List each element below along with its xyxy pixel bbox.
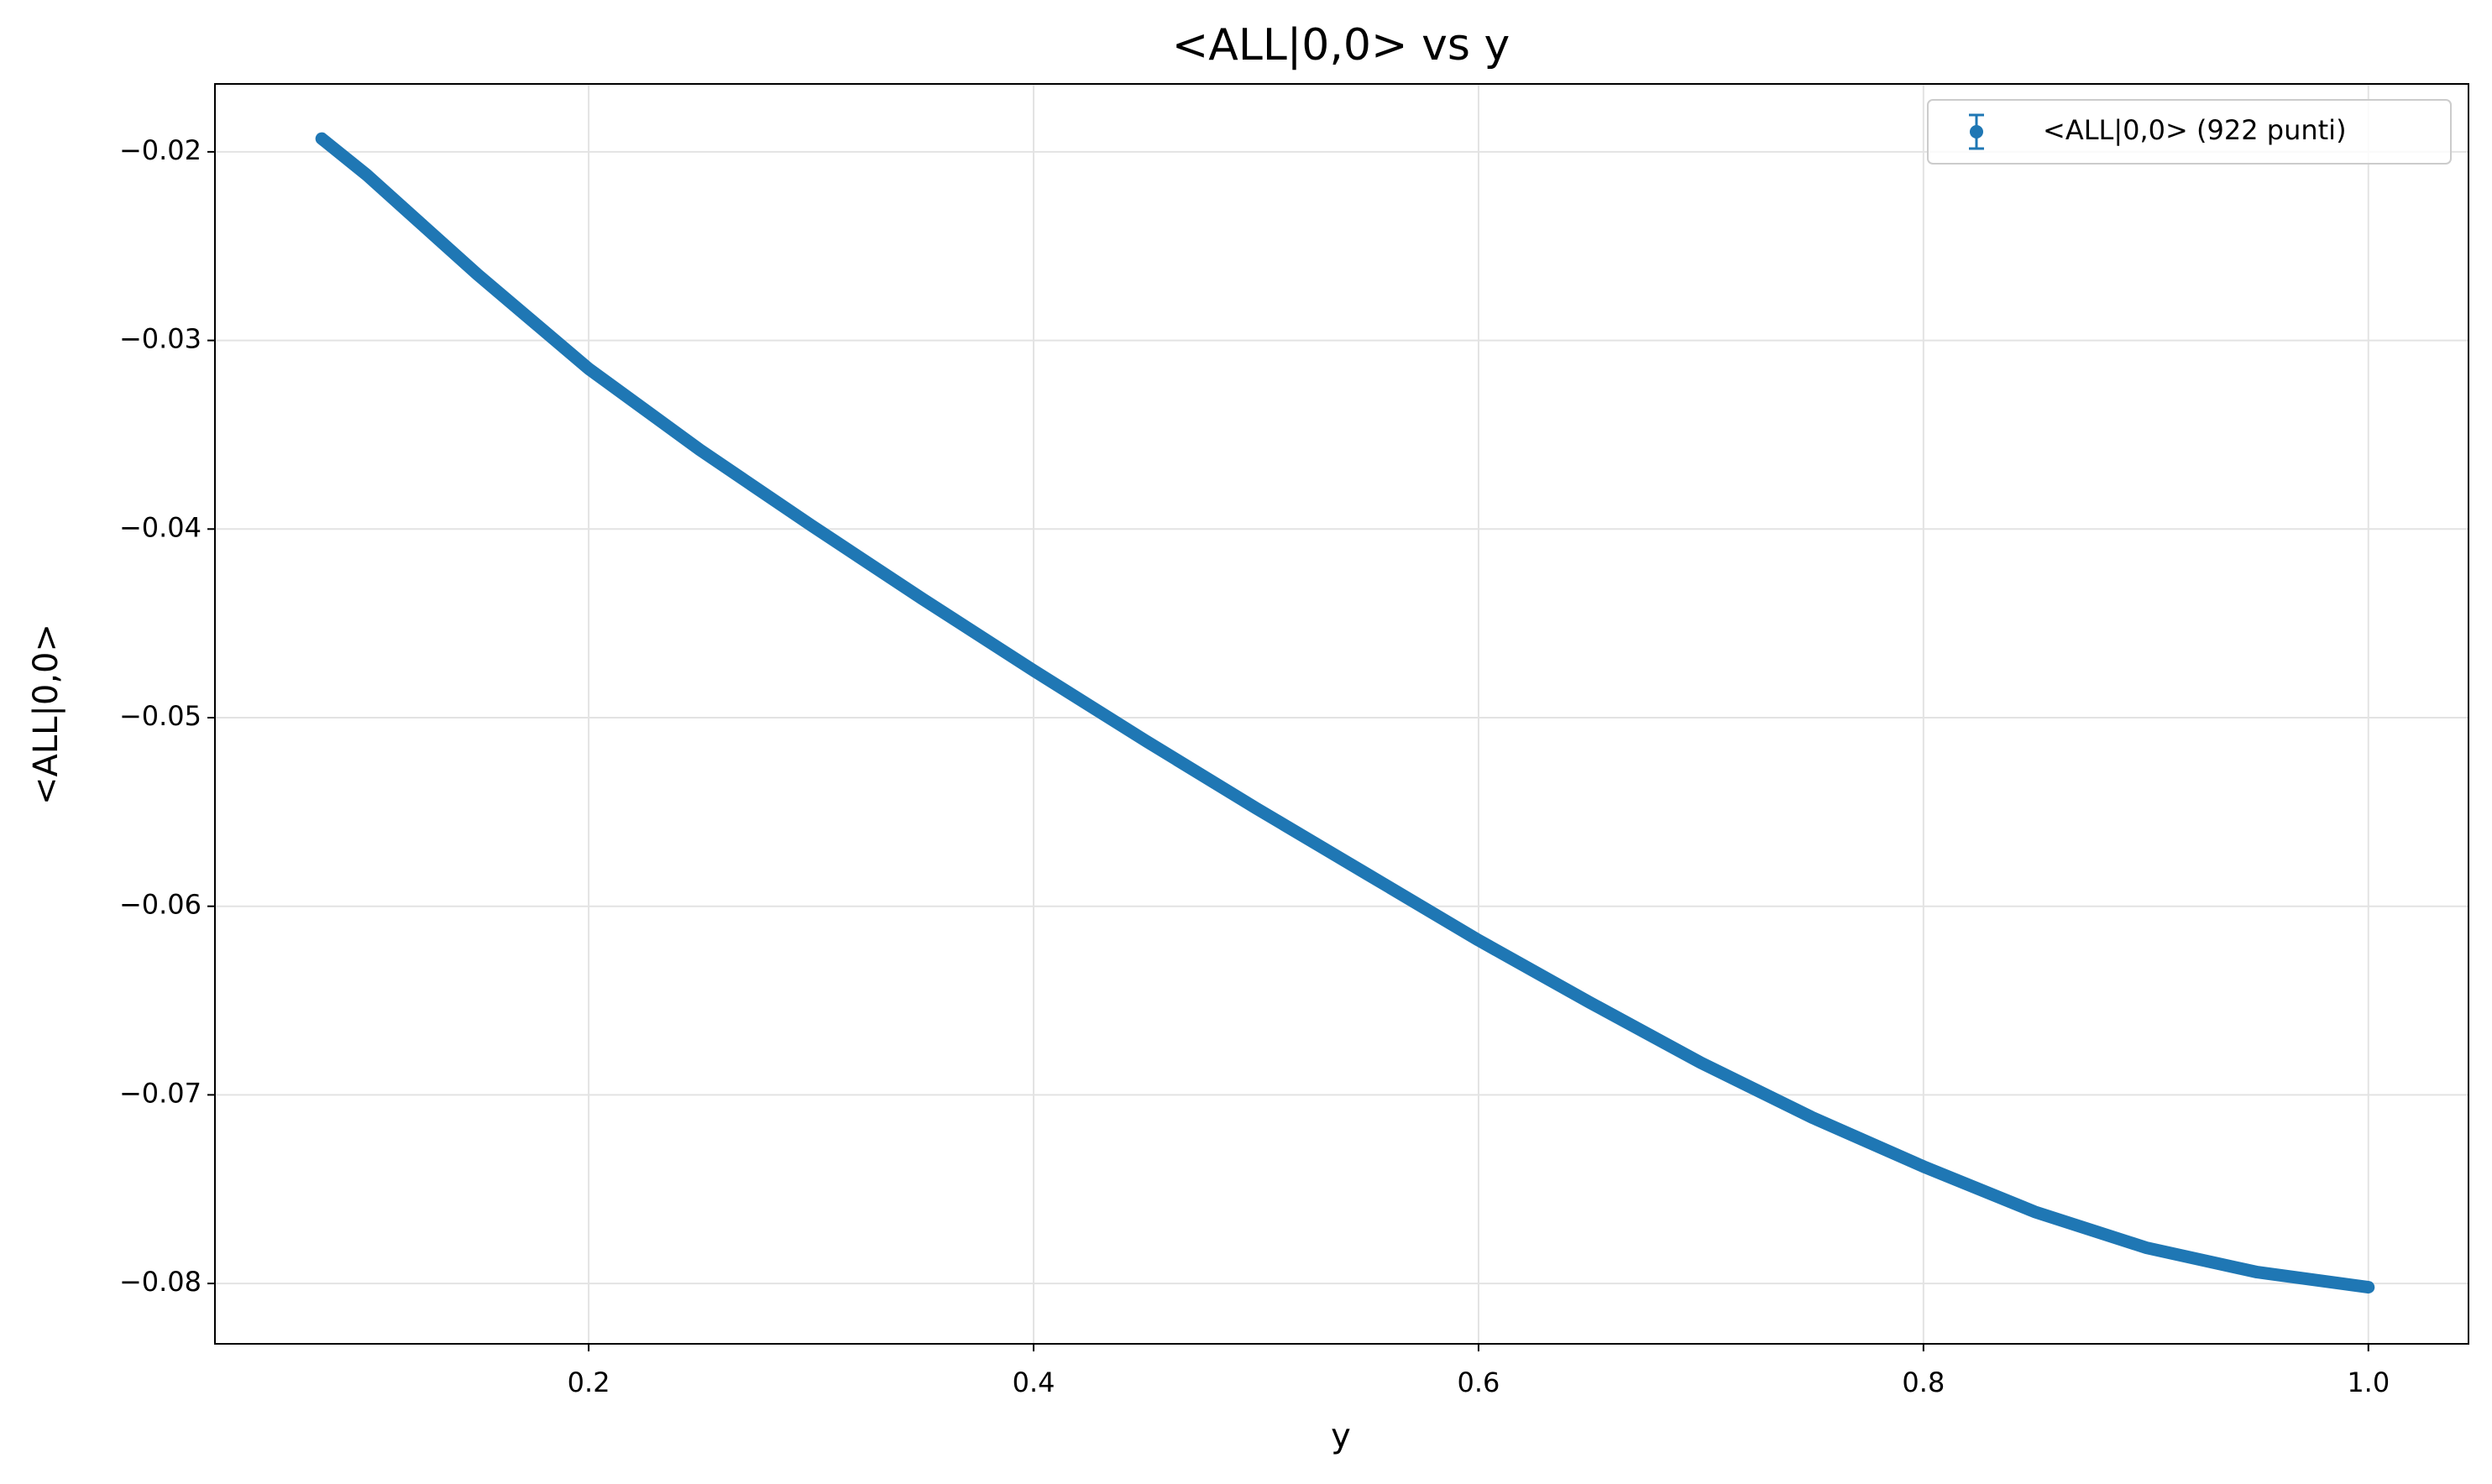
x-tick-label: 0.6 (1458, 1366, 1500, 1398)
y-tick-label: −0.08 (119, 1266, 202, 1298)
plot-frame (214, 83, 2469, 1345)
y-axis-label: <ALL|0,0> (27, 624, 65, 805)
y-tick-label: −0.04 (119, 511, 202, 543)
legend-box (1927, 99, 2452, 165)
x-tick-label: 0.2 (568, 1366, 610, 1398)
legend-label: <ALL|0,0> (922 punti) (2043, 114, 2347, 146)
chart-title: <ALL|0,0> vs y (1172, 20, 1510, 71)
data-line (315, 132, 2375, 1294)
x-axis-label: y (1331, 1417, 1351, 1455)
y-tick-label: −0.02 (119, 134, 202, 166)
y-tick-label: −0.05 (119, 700, 202, 732)
y-tick-label: −0.07 (119, 1077, 202, 1109)
y-tick-label: −0.06 (119, 889, 202, 921)
y-tick-label: −0.03 (119, 323, 202, 355)
x-tick-label: 0.4 (1013, 1366, 1055, 1398)
x-tick-label: 0.8 (1902, 1366, 1945, 1398)
x-tick-label: 1.0 (2347, 1366, 2390, 1398)
legend-marker (1970, 125, 1983, 138)
